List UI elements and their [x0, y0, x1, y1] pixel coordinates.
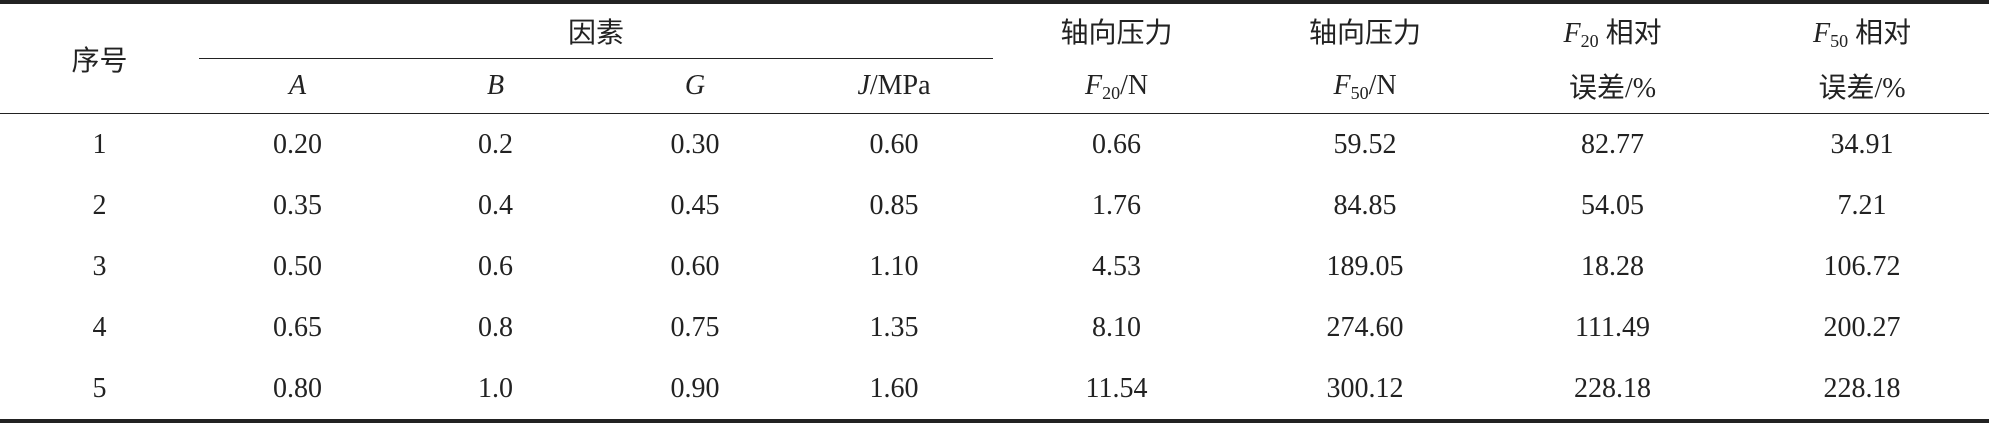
header-row: 序号 因素 轴向压力 轴向压力 F20 相对 F50 相对 [0, 2, 1989, 77]
cell: 7.21 [1837, 189, 1887, 221]
cell: 0.20 [273, 128, 322, 160]
header-cell: 轴向压力 [1240, 2, 1490, 59]
cell: 2 [92, 189, 107, 221]
cell: 1.10 [869, 250, 919, 282]
header-cell: 因素 [199, 2, 994, 59]
cell: 0.4 [478, 189, 513, 221]
unit: /N [1368, 69, 1397, 101]
data-row: 2 0.35 0.4 0.45 0.85 1.76 84.85 54.05 7.21 [0, 175, 1989, 236]
cell: 3 [92, 250, 107, 282]
cell: 0.75 [670, 311, 720, 343]
cell: 1.35 [869, 311, 919, 343]
cell: 274.60 [1326, 311, 1404, 343]
cell: 106.72 [1823, 250, 1901, 282]
header-cell: F20/N [993, 59, 1240, 114]
unit: /MPa [869, 70, 931, 101]
cell: 59.52 [1333, 128, 1397, 160]
cell: 34.91 [1830, 128, 1894, 160]
header-text: 误差/% [1818, 72, 1906, 104]
cell: 0.65 [273, 311, 322, 343]
cell: 0.60 [869, 128, 919, 160]
cell: 4 [92, 311, 107, 343]
cell: 228.18 [1574, 372, 1652, 404]
variable: B [486, 70, 505, 101]
header-cell: F50/N [1240, 59, 1490, 114]
cell: 0.30 [670, 128, 720, 160]
variable: F [1563, 18, 1581, 50]
cell: 0.45 [670, 189, 720, 221]
subscript: 20 [1580, 31, 1599, 52]
header-cell: 轴向压力 [993, 2, 1240, 59]
cell: 0.80 [273, 372, 322, 404]
cell: 5 [92, 372, 107, 404]
variable: F [1812, 18, 1831, 50]
cell: 1 [92, 128, 107, 160]
cell: 0.85 [869, 189, 919, 221]
cell: 82.77 [1581, 128, 1645, 160]
header-cell: F20 相对 [1490, 2, 1735, 59]
header-row: A B G J/MPa F20/N F50/N 误差/% 误差/% [0, 59, 1989, 114]
cell: 111.49 [1575, 311, 1650, 343]
cell: 1.76 [1092, 189, 1142, 221]
header-cell: 误差/% [1735, 59, 1989, 114]
cell: 0.8 [478, 311, 513, 343]
cell: 1.60 [869, 372, 919, 404]
cell: 0.35 [273, 189, 322, 221]
cell: 228.18 [1823, 372, 1901, 404]
header-cell: F50 相对 [1735, 2, 1989, 59]
cell: 189.05 [1326, 250, 1404, 282]
header-text: 轴向压力 [1060, 18, 1173, 50]
subscript: 50 [1350, 82, 1369, 103]
header-text: 误差/% [1568, 72, 1657, 104]
cell: 0.60 [670, 250, 720, 282]
cell: 18.28 [1581, 250, 1645, 282]
cell: 200.27 [1823, 311, 1901, 343]
cell: 54.05 [1581, 189, 1645, 221]
cell: 84.85 [1333, 189, 1397, 221]
cell: 1.0 [478, 372, 513, 404]
cell: 0.2 [478, 128, 513, 160]
variable: A [288, 70, 307, 101]
cell: 11.54 [1085, 372, 1148, 404]
header-cell: B [396, 59, 595, 114]
data-row: 3 0.50 0.6 0.60 1.10 4.53 189.05 18.28 106.72 [0, 236, 1989, 297]
variable: F [1084, 69, 1103, 101]
suffix: 相对 [1605, 18, 1662, 50]
header-cell: 序号 [71, 45, 128, 77]
data-row: 5 0.80 1.0 0.90 1.60 11.54 300.12 228.18 228.18 [0, 358, 1989, 421]
data-row: 1 0.20 0.2 0.30 0.60 0.66 59.52 82.77 34.91 [0, 114, 1989, 176]
variable: J [857, 70, 870, 101]
cell: 0.50 [273, 250, 322, 282]
cell: 4.53 [1092, 250, 1142, 282]
cell: 300.12 [1326, 372, 1404, 404]
subscript: 20 [1102, 82, 1121, 103]
unit: /N [1120, 69, 1149, 101]
header-cell: G [595, 59, 795, 114]
cell: 0.90 [670, 372, 720, 404]
header-cell: 误差/% [1490, 59, 1735, 114]
header-cell: A [199, 59, 396, 114]
subscript: 50 [1830, 31, 1849, 52]
suffix: 相对 [1855, 18, 1912, 50]
cell: 0.66 [1092, 128, 1142, 160]
header-text: 轴向压力 [1309, 18, 1422, 50]
data-row: 4 0.65 0.8 0.75 1.35 8.10 274.60 111.49 200.27 [0, 297, 1989, 358]
header-cell: J/MPa [795, 59, 993, 114]
cell: 8.10 [1092, 311, 1142, 343]
cell: 0.6 [478, 250, 513, 282]
variable: F [1333, 69, 1351, 101]
variable: G [684, 70, 706, 101]
